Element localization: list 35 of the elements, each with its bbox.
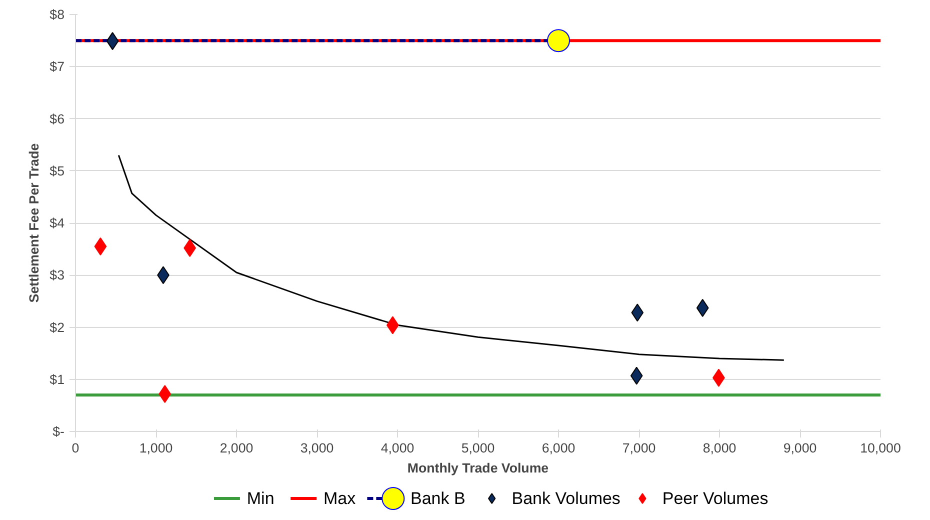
legend-label: Bank Volumes (512, 489, 620, 508)
point (158, 384, 172, 403)
x-tick-label: 2,000 (220, 440, 254, 456)
y-tick-label: $2 (50, 320, 65, 335)
y-tick-label: $- (52, 424, 65, 439)
legend-label: Peer Volumes (662, 489, 768, 508)
y-tick-label: $4 (50, 216, 66, 230)
y-tick-label: $7 (50, 59, 65, 74)
point (631, 304, 644, 322)
y-axis-title: Settlement Fee Per Trade (26, 143, 42, 303)
x-tick-label: 6,000 (542, 440, 576, 456)
x-tick-label: 5,000 (461, 440, 495, 456)
legend-label: Min (246, 489, 274, 508)
x-axis-title: Monthly Trade Volume (407, 460, 549, 476)
x-tick-label: 9,000 (783, 440, 817, 456)
point (106, 32, 119, 50)
legend-label: Bank B (410, 489, 466, 508)
y-tick-label: $1 (50, 372, 65, 387)
legend-label: Max (323, 489, 356, 508)
point (94, 237, 107, 256)
y-tick-label: $5 (50, 163, 65, 178)
y-tick-label: $8 (50, 7, 65, 22)
x-tick-label: 4,000 (380, 440, 414, 456)
point (696, 298, 709, 317)
x-tick-label: 8,000 (702, 440, 736, 456)
point (547, 29, 570, 52)
y-tick-label: $3 (50, 268, 65, 283)
y-tick-label: $6 (50, 111, 65, 126)
x-tick-label: 1,000 (139, 440, 173, 456)
line-series (118, 154, 785, 361)
point (630, 366, 643, 385)
x-tick-label: 0 (72, 440, 80, 456)
x-tick-label: 7,000 (622, 440, 656, 456)
x-tick-label: 3,000 (300, 440, 334, 456)
x-tick-label: 10,000 (860, 440, 901, 456)
